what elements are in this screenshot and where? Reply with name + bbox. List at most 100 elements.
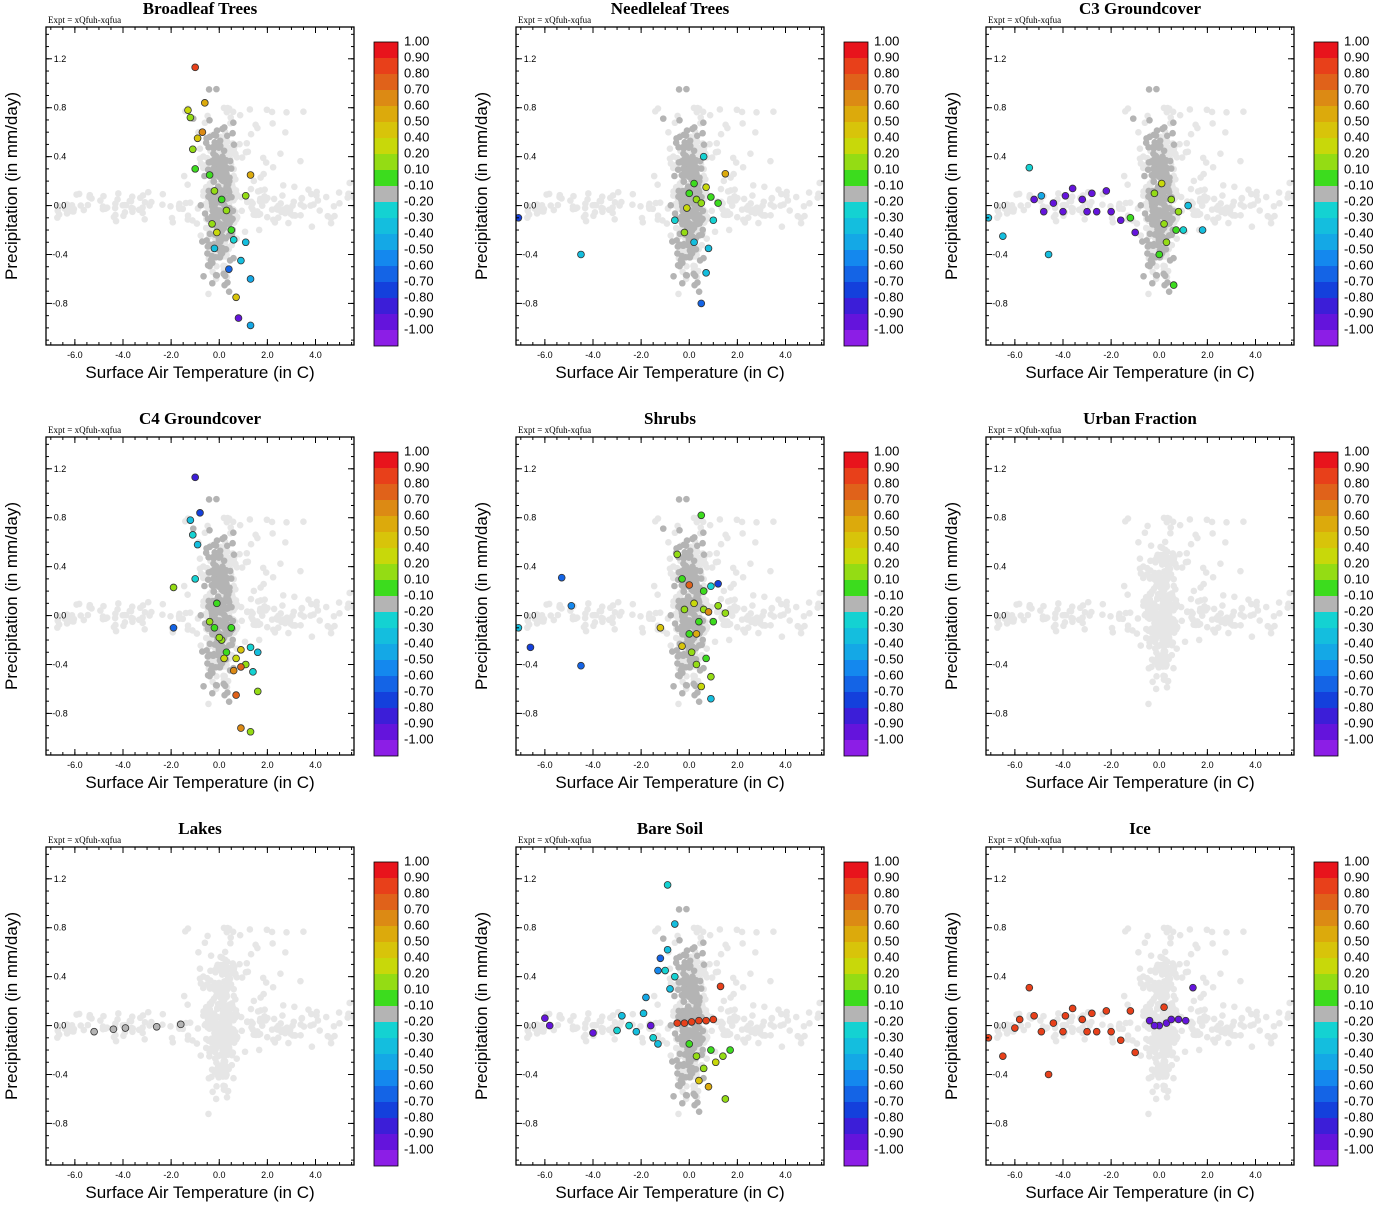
grey-point: [691, 160, 698, 167]
background-point: [581, 624, 588, 631]
data-point: [1163, 239, 1170, 246]
background-point: [558, 605, 565, 612]
colorbar-swatch: [374, 740, 398, 756]
colorbar-label: -0.60: [404, 257, 434, 272]
data-point: [189, 531, 196, 538]
grey-point: [679, 280, 686, 287]
data-point: [710, 618, 717, 625]
grey-point: [1166, 288, 1173, 295]
grey-point: [1161, 282, 1168, 289]
background-point: [707, 522, 714, 529]
background-point: [287, 616, 294, 623]
grey-point: [205, 576, 212, 583]
data-point: [698, 683, 705, 690]
colorbar-label: -0.80: [874, 699, 904, 714]
colorbar-swatch: [844, 154, 868, 170]
background-point: [599, 618, 606, 625]
colorbar-label: 0.70: [874, 81, 899, 96]
background-point: [197, 642, 204, 649]
colorbar-swatch: [1314, 74, 1338, 90]
colorbar-label: 1.00: [874, 33, 899, 48]
grey-point: [682, 254, 689, 261]
data-point: [1026, 164, 1033, 171]
background-point: [242, 228, 249, 235]
background-point: [1123, 200, 1130, 207]
background-point: [655, 216, 662, 223]
background-point: [77, 612, 84, 619]
grey-point: [201, 583, 208, 590]
background-point: [250, 588, 257, 595]
grey-point: [231, 551, 238, 558]
background-point: [129, 618, 136, 625]
colorbar-swatch: [1314, 138, 1338, 154]
background-point: [254, 125, 261, 132]
colorbar-swatch: [844, 532, 868, 548]
colorbar-label: 0.40: [874, 129, 899, 144]
background-point: [1173, 645, 1180, 652]
grey-point: [678, 159, 685, 166]
grey-point: [683, 222, 690, 229]
data-point: [1158, 180, 1165, 187]
background-point: [713, 550, 720, 557]
colorbar-label: -0.80: [874, 289, 904, 304]
background-point: [183, 610, 190, 617]
background-point: [767, 201, 774, 208]
background-point: [558, 195, 565, 202]
background-point: [313, 599, 320, 606]
background-point: [254, 535, 261, 542]
expt-label: Expt = xQfuh-xqfua: [518, 15, 591, 25]
grey-point: [206, 117, 213, 124]
y-tick-label: -0.8: [522, 298, 538, 308]
grey-point: [1160, 210, 1167, 217]
colorbar-swatch: [1314, 154, 1338, 170]
data-point: [1103, 187, 1110, 194]
background-point: [1146, 665, 1153, 672]
background-point: [592, 619, 599, 626]
background-point: [1135, 129, 1142, 136]
background-point: [1086, 202, 1093, 209]
grey-point: [231, 141, 238, 148]
background-point: [651, 173, 658, 180]
data-point: [691, 239, 698, 246]
grey-point: [699, 637, 706, 644]
background-point: [1276, 200, 1283, 207]
background-point: [248, 614, 255, 621]
grey-point: [224, 542, 231, 549]
background-point: [236, 551, 243, 558]
colorbar-label: 0.80: [1344, 65, 1369, 80]
background-point: [1149, 588, 1156, 595]
x-axis-label: Surface Air Temperature (in C): [85, 773, 314, 792]
background-point: [640, 629, 647, 636]
background-point: [248, 186, 255, 193]
colorbar-label: 0.80: [404, 65, 429, 80]
background-point: [611, 626, 618, 633]
y-tick-label: 0.8: [994, 103, 1007, 113]
grey-point: [701, 551, 708, 558]
background-point: [1231, 593, 1238, 600]
data-point: [1117, 217, 1124, 224]
grey-point: [221, 124, 228, 131]
background-point: [1292, 203, 1299, 210]
colorbar-swatch: [1314, 122, 1338, 138]
background-point: [567, 197, 574, 204]
colorbar-swatch: [374, 138, 398, 154]
grey-point: [226, 588, 233, 595]
grey-point: [683, 682, 690, 689]
grey-point: [1149, 215, 1156, 222]
grey-point: [690, 210, 697, 217]
data-point: [693, 631, 700, 638]
grey-point: [1171, 141, 1178, 148]
expt-label: Expt = xQfuh-xqfua: [48, 425, 121, 435]
data-point: [679, 643, 686, 650]
background-point: [119, 202, 126, 209]
colorbar-label: 0.80: [874, 65, 899, 80]
grey-point: [204, 660, 211, 667]
background-point: [176, 611, 183, 618]
background-point: [194, 630, 201, 637]
colorbar-label: -1.00: [874, 321, 904, 336]
grey-point: [228, 165, 235, 172]
colorbar-swatch: [374, 202, 398, 218]
colorbar-label: -0.20: [404, 193, 434, 208]
background-point: [665, 129, 672, 136]
